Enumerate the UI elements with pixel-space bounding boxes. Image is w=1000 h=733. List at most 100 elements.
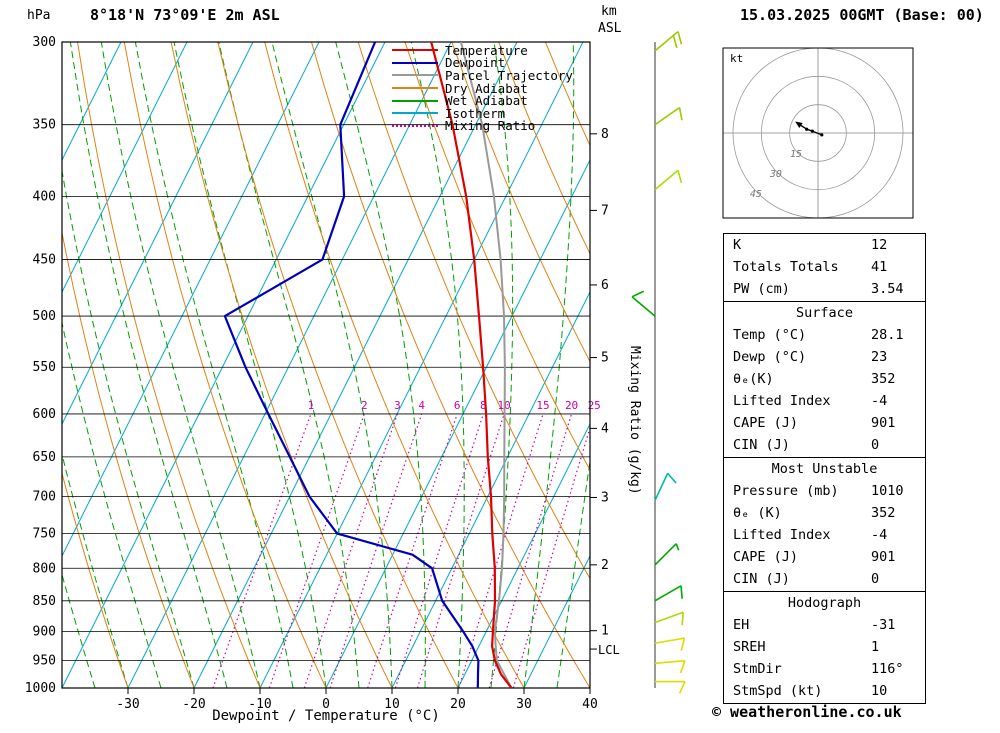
hodograph-ring-label: 45 [750, 189, 762, 200]
hodograph-border [722, 47, 914, 219]
km-tick-label: 6 [601, 278, 609, 293]
stats-table: K 12 Totals Totals 41 PW (cm) 3.54 Surface Temp… [723, 233, 926, 704]
mixing-ratio-labels: 1 2 3 4 6 8 10 15 20 25 [308, 399, 601, 412]
wind-barb [654, 637, 686, 651]
dry-adiabat-line [77, 42, 261, 688]
hodograph: 15 30 45 [723, 48, 913, 218]
mixing-ratio-axis-label: Mixing Ratio (g/kg) [627, 346, 642, 495]
stats-section: Hodograph EH -31 SREH 1 StmDir 116° StmSpd (kt)… [723, 591, 926, 704]
stat-value: 1010 [871, 483, 904, 499]
x-tick-label: -30 [116, 697, 139, 712]
stats-section-title: Most Unstable [771, 461, 878, 477]
stat-value: 41 [871, 259, 888, 275]
hodograph-ring [732, 48, 904, 218]
isotherm-line [127, 42, 452, 688]
stat-label: Lifted Index [733, 527, 831, 543]
mixing-ratio-value-label: 6 [454, 399, 461, 412]
wind-barb [654, 169, 683, 191]
legend-swatch [392, 99, 438, 102]
km-axis: 1 2 3 4 5 6 7 8 [590, 127, 609, 650]
stat-label: Pressure (mb) [733, 483, 839, 499]
km-tick-label: 5 [601, 351, 609, 366]
x-axis-label: Dewpoint / Temperature (°C) [212, 708, 440, 724]
mixing-ratio-value-label: 20 [565, 399, 578, 412]
stat-row: StmDir 116° [724, 658, 925, 680]
stat-row: CIN (J) 0 [724, 434, 925, 456]
legend-swatch [392, 87, 438, 90]
wind-barb [654, 472, 677, 501]
stat-value: -4 [871, 527, 888, 543]
stat-value: 0 [871, 571, 880, 587]
stat-value: 901 [871, 415, 896, 431]
stat-row: CAPE (J) 901 [724, 546, 925, 568]
stat-label: Dewp (°C) [733, 349, 807, 365]
stat-row: Dewp (°C) 23 [724, 346, 925, 368]
pressure-tick-label: 500 [33, 309, 56, 324]
profiles [223, 42, 513, 688]
dewpoint-curve [223, 42, 480, 688]
stat-value: -4 [871, 393, 888, 409]
pressure-tick-label: 850 [33, 594, 56, 609]
legend-swatch [392, 61, 438, 64]
legend-swatch [392, 49, 438, 52]
stat-row: CIN (J) 0 [724, 568, 925, 590]
stat-label: CAPE (J) [733, 415, 799, 431]
stat-label: θₑ (K) [733, 505, 782, 521]
x-tick-label: 20 [450, 697, 466, 712]
stat-row: θₑ(K) 352 [724, 368, 925, 390]
isotherm-line [62, 42, 122, 162]
mixing-ratio-value-label: 15 [536, 399, 549, 412]
mixing-ratio-value-label: 1 [308, 399, 315, 412]
legend-item: Isotherm [392, 105, 573, 121]
pressure-tick-label: 900 [33, 624, 56, 639]
isotherm-line [457, 422, 590, 688]
pressure-tick-label: 400 [33, 189, 56, 204]
hodograph-ring [789, 104, 847, 162]
stat-label: StmSpd (kt) [733, 683, 823, 699]
stat-row: K 12 [724, 234, 925, 256]
stat-row: CAPE (J) 901 [724, 412, 925, 434]
stat-label: CIN (J) [733, 571, 790, 587]
wet-adiabat-line [556, 457, 590, 688]
stat-value: 352 [871, 371, 896, 387]
pressure-tick-label: 350 [33, 118, 56, 133]
pressure-tick-label: 800 [33, 561, 56, 576]
legend-swatch [392, 124, 438, 127]
legend-swatch [392, 112, 438, 115]
pressure-tick-label: 650 [33, 450, 56, 465]
temperature-curve [430, 42, 513, 688]
legend-item: Dewpoint [392, 55, 573, 70]
hodograph-arrowhead [795, 121, 803, 128]
mixing-ratio-value-label: 8 [480, 399, 487, 412]
legend-label: Wet Adiabat [445, 93, 528, 109]
mixing-ratio-lines [212, 413, 590, 688]
stats-section-title: Hodograph [787, 595, 862, 611]
isotherm-line [62, 42, 320, 558]
wind-barb [654, 543, 680, 566]
mixing-ratio-value-label: 2 [361, 399, 368, 412]
legend-item: Wet Adiabat [392, 93, 573, 109]
stat-value: 23 [871, 349, 888, 365]
wet-adiabat-line [100, 42, 261, 688]
legend-label: Parcel Trajectory [445, 67, 573, 83]
hodograph-unit-label: kt [730, 52, 744, 65]
hodograph-frame [722, 47, 914, 219]
plot-border [61, 41, 591, 689]
pressure-tick-label: 1000 [25, 681, 56, 696]
wind-barbs [631, 30, 686, 694]
legend-label: Isotherm [445, 105, 506, 121]
wet-adiabat-line [62, 452, 129, 688]
hodograph-ring-label: 15 [790, 149, 802, 160]
dry-adiabat-line [451, 42, 590, 363]
x-tick-label: -10 [248, 697, 271, 712]
mixing-ratio-line [212, 413, 312, 688]
copyright: © weatheronline.co.uk [712, 703, 902, 721]
hodograph-ring [760, 75, 876, 191]
stat-label: Lifted Index [733, 393, 831, 409]
x-tick-label: 10 [384, 697, 400, 712]
dry-adiabat-line [62, 471, 129, 688]
mixing-ratio-line [394, 413, 484, 688]
stat-value: 3.54 [871, 281, 904, 297]
wind-barb [654, 611, 684, 626]
